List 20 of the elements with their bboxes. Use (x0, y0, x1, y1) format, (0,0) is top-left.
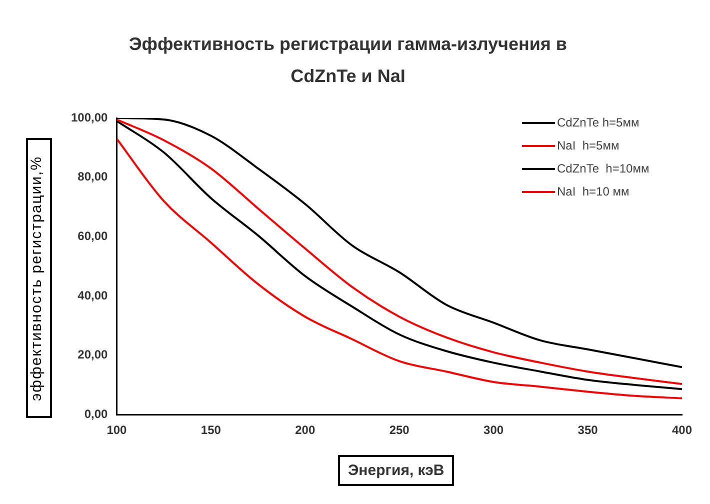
y-tick-label: 20,00 (78, 348, 108, 362)
legend-label: CdZnTe h=10мм (557, 161, 650, 176)
legend-label: NaI h=10 мм (557, 184, 630, 198)
y-tick-label: 60,00 (78, 228, 108, 243)
x-axis-title: Энергия, кэВ (338, 455, 454, 486)
x-tick-label: 350 (578, 423, 598, 438)
y-tick-label: 0,00 (84, 406, 108, 421)
x-tick-label: 400 (672, 423, 692, 438)
legend-label: CdZnTe h=5мм (557, 115, 640, 130)
x-tick-label: 250 (389, 423, 410, 438)
y-tick-label: 100,00 (71, 110, 108, 124)
x-tick-label: 300 (484, 423, 504, 438)
x-tick-label: 200 (295, 423, 316, 438)
chart-title: Эффективность регистрации гамма-излучения в CdZnTe и NaI (128, 33, 568, 88)
x-tick-label: 150 (200, 423, 222, 438)
y-tick-label: 80,00 (78, 170, 108, 184)
y-tick-label: 40,00 (78, 288, 108, 302)
y-axis-title: эффективность регистрации,% (26, 138, 52, 418)
x-tick-label: 100 (106, 423, 128, 438)
legend-label: NaI h=5мм (557, 138, 620, 152)
